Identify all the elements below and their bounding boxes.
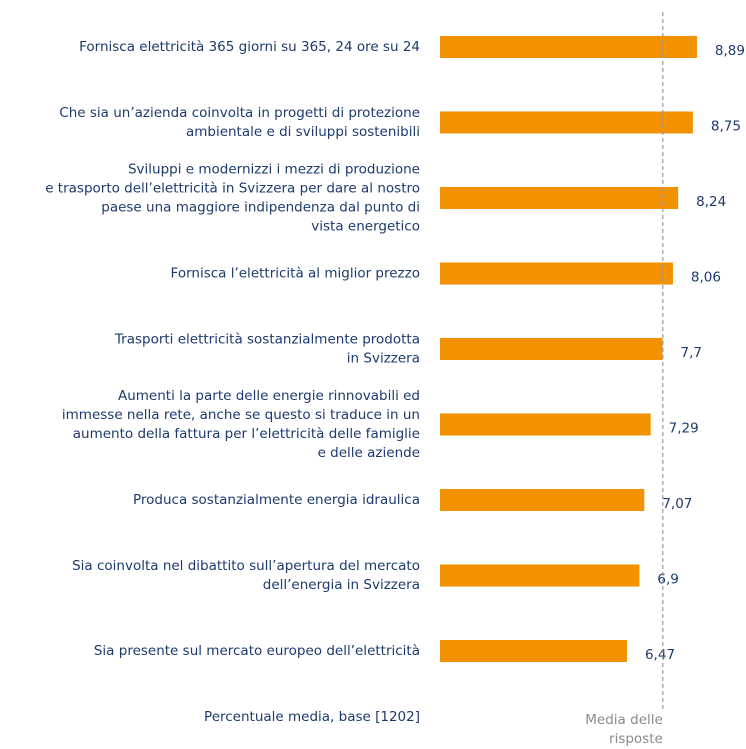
footnote: Percentuale media, base [1202] bbox=[204, 709, 420, 725]
category-label: Sia coinvolta nel dibattito sull’apertur… bbox=[72, 558, 420, 574]
bar bbox=[440, 36, 697, 58]
reference-label: risposte bbox=[609, 731, 663, 747]
bar bbox=[440, 111, 693, 134]
category-label: e delle aziende bbox=[318, 445, 420, 461]
category-label: ambientale e di sviluppi sostenibili bbox=[186, 124, 420, 140]
category-label: dell’energia in Svizzera bbox=[263, 577, 420, 593]
category-label: Sia presente sul mercato europeo dell’el… bbox=[94, 643, 420, 659]
value-label: 7,07 bbox=[662, 496, 692, 512]
category-label: in Svizzera bbox=[347, 351, 420, 367]
category-label: Sviluppi e modernizzi i mezzi di produzi… bbox=[128, 162, 420, 178]
bar bbox=[440, 338, 663, 360]
bar bbox=[440, 413, 651, 436]
value-label: 8,24 bbox=[696, 194, 726, 210]
category-label: Produca sostanzialmente energia idraulic… bbox=[133, 492, 420, 508]
category-label: vista energetico bbox=[311, 219, 420, 235]
category-label: e trasporto dell’elettricità in Svizzera… bbox=[45, 181, 420, 197]
category-label: aumento della fattura per l’elettricità … bbox=[73, 426, 420, 442]
value-label: 7,29 bbox=[669, 421, 699, 437]
value-label: 7,7 bbox=[681, 345, 702, 361]
category-label: Fornisca l’elettricità al miglior prezzo bbox=[171, 266, 420, 282]
category-label: Aumenti la parte delle energie rinnovabi… bbox=[118, 388, 420, 404]
category-label: Che sia un’azienda coinvolta in progetti… bbox=[59, 105, 420, 121]
bar bbox=[440, 640, 627, 662]
category-label: Fornisca elettricità 365 giorni su 365, … bbox=[79, 39, 420, 55]
category-label: immesse nella rete, anche se questo si t… bbox=[62, 407, 420, 423]
category-label: paese una maggiore indipendenza dal punt… bbox=[101, 200, 420, 216]
value-label: 8,75 bbox=[711, 119, 741, 135]
bar bbox=[440, 489, 645, 511]
bar bbox=[440, 564, 640, 587]
value-label: 8,89 bbox=[715, 43, 745, 59]
bar bbox=[440, 262, 673, 285]
value-label: 8,06 bbox=[691, 270, 721, 286]
bar bbox=[440, 187, 679, 209]
value-label: 6,47 bbox=[645, 647, 675, 663]
value-label: 6,9 bbox=[657, 572, 678, 588]
category-label: Trasporti elettricità sostanzialmente pr… bbox=[114, 332, 420, 348]
reference-label: Media delle bbox=[585, 712, 663, 728]
